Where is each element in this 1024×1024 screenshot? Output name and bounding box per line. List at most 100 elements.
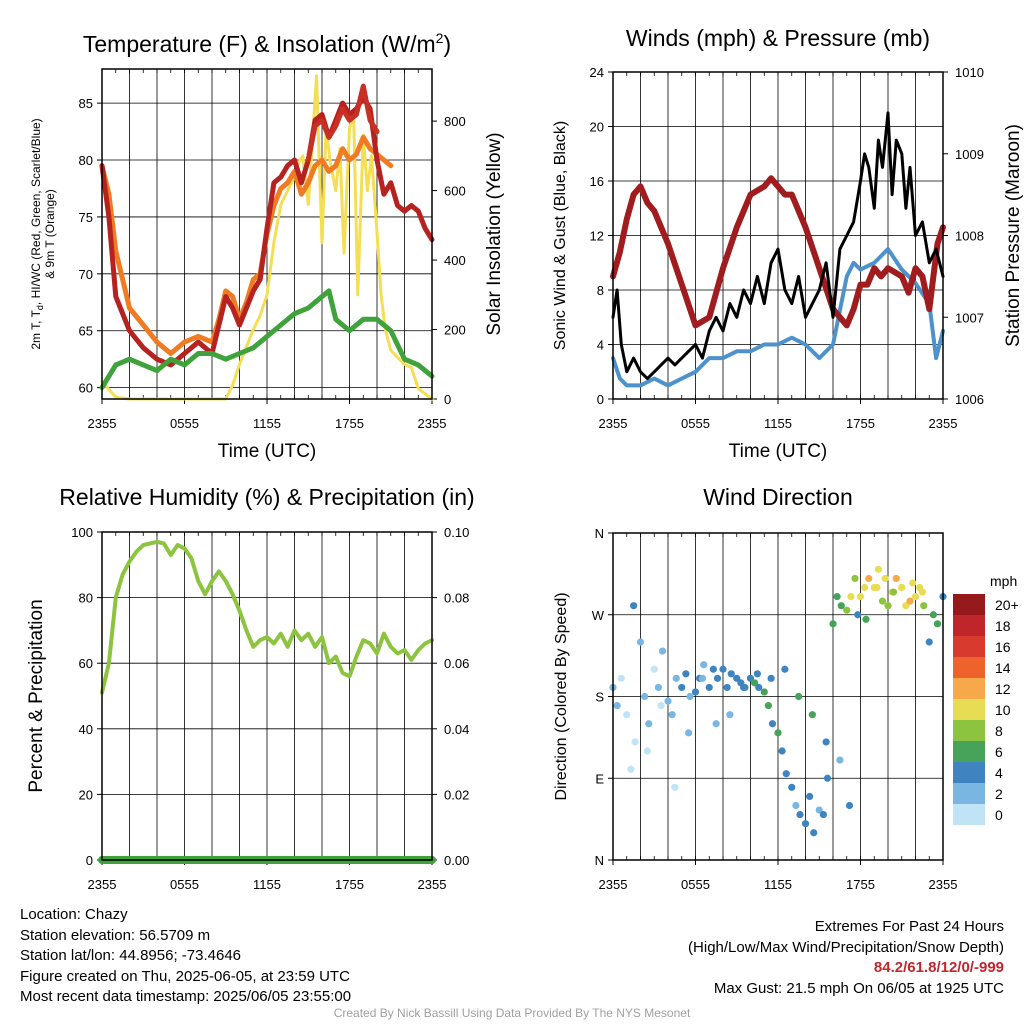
direction-point	[719, 665, 727, 673]
direction-point	[781, 665, 789, 673]
direction-point	[874, 565, 882, 573]
station-info: Location: Chazy Station elevation: 56.57…	[20, 905, 351, 1008]
legend-swatch	[953, 783, 985, 804]
chart-title: Relative Humidity (%) & Precipitation (i…	[59, 484, 474, 510]
direction-point	[691, 688, 700, 696]
direction-point	[918, 588, 926, 596]
direction-point	[892, 574, 900, 583]
legend-label: 0	[995, 807, 1003, 823]
legend-swatch	[953, 741, 985, 762]
y2-tick-label: 1010	[955, 65, 984, 80]
x-tick-label: 2355	[418, 877, 447, 892]
direction-point	[617, 674, 625, 682]
series-temp	[99, 94, 435, 368]
direction-point	[808, 711, 816, 719]
direction-point	[623, 711, 631, 719]
legend-swatch	[953, 657, 985, 678]
direction-point	[929, 611, 937, 619]
direction-point	[709, 665, 717, 673]
max-gust-text: Max Gust: 21.5 mph On 06/05 at 1925 UTC	[713, 979, 1004, 997]
direction-point	[764, 701, 772, 710]
direction-point	[782, 770, 790, 778]
y2-axis-label: Solar Insolation (Yellow)	[484, 132, 505, 335]
direction-point	[712, 720, 720, 728]
direction-point	[933, 620, 942, 628]
x-axis-label: Time (UTC)	[218, 441, 317, 462]
x-tick-label: 1155	[764, 877, 792, 892]
x-tick-label: 1755	[846, 877, 875, 892]
direction-point	[727, 670, 735, 678]
direction-point	[645, 720, 653, 728]
legend-title: mph	[990, 573, 1017, 589]
y-tick-label: E	[595, 771, 604, 786]
y-tick-label: N	[595, 853, 604, 868]
latlon-text: Station lat/lon: 44.8956; -73.4646	[20, 947, 242, 964]
y-tick-label: 80	[79, 591, 93, 606]
y2-tick-label: 0.06	[444, 656, 469, 671]
y-tick-label: 60	[79, 381, 93, 396]
direction-point	[613, 701, 621, 710]
y-axis-label: Percent & Precipitation	[26, 599, 47, 792]
extremes-values: 84.2/61.8/12/0/-999	[873, 959, 1004, 976]
legend-label: 10	[995, 702, 1011, 718]
x-tick-label: 1755	[846, 416, 875, 431]
panel-temperature: 60 65 70 75 80 85 0 200 400 600 800 2355 0555 1155 175…	[29, 30, 505, 462]
legend-label: 2	[995, 786, 1003, 802]
direction-point	[753, 670, 761, 678]
x-tick-label: 1155	[253, 416, 281, 431]
y2-axis-label: Station Pressure (Maroon)	[1003, 124, 1024, 347]
plot-frame	[612, 71, 944, 400]
y-tick-label: 20	[590, 120, 604, 135]
y-tick-label: N	[595, 526, 604, 541]
direction-point	[847, 592, 855, 601]
y-tick-label: 65	[79, 324, 93, 339]
direction-point	[682, 670, 690, 678]
y-axis-label: Direction (Colored By Speed)	[553, 592, 570, 800]
x-tick-label: 2355	[599, 877, 628, 892]
direction-point	[873, 583, 881, 592]
direction-point	[854, 611, 862, 619]
y-tick-label: 24	[590, 65, 604, 80]
direction-point	[672, 674, 680, 682]
chart-title: Winds (mph) & Pressure (mb)	[626, 25, 930, 51]
legend-label: 14	[995, 660, 1011, 676]
y-tick-label: W	[592, 608, 605, 623]
direction-point	[668, 711, 676, 719]
direction-point	[819, 810, 827, 819]
direction-point	[833, 592, 841, 601]
y-tick-label: S	[595, 690, 604, 705]
x-tick-label: 0555	[681, 877, 710, 892]
direction-point	[664, 697, 672, 705]
legend-swatch	[953, 762, 985, 783]
extremes-labels: (High/Low/Max Wind/Precipitation/Snow De…	[688, 938, 1004, 956]
direction-point	[760, 688, 768, 696]
panel-winds: 0 4 8 12 16 20 24 1006 1007 1008 1009 1010 2355 0555 1…	[552, 25, 1024, 462]
direction-point	[678, 683, 686, 692]
direction-point	[861, 583, 869, 592]
direction-point	[920, 602, 928, 610]
direction-point	[801, 820, 810, 828]
direction-point	[845, 801, 854, 810]
direction-point	[740, 683, 748, 692]
x-tick-label: 2355	[599, 416, 628, 431]
y2-tick-label: 0.10	[444, 525, 469, 540]
direction-point	[713, 674, 722, 682]
location-text: Location: Chazy	[20, 906, 128, 923]
y2-tick-label: 1009	[955, 147, 984, 162]
direction-point	[884, 602, 892, 610]
y-tick-label: 16	[590, 174, 604, 189]
y-tick-label: 4	[597, 338, 604, 353]
direction-point	[767, 674, 775, 682]
legend-swatch	[953, 594, 985, 615]
series-dewpoint	[99, 288, 435, 391]
y2-tick-label: 0.08	[444, 591, 469, 606]
extremes-title: Extremes For Past 24 Hours	[814, 918, 1004, 935]
direction-point	[889, 588, 898, 596]
direction-point	[631, 738, 639, 746]
extremes-info: Extremes For Past 24 Hours (High/Low/Max…	[688, 917, 1004, 999]
direction-point	[806, 792, 814, 801]
direction-point	[823, 774, 832, 782]
direction-point	[705, 683, 713, 692]
chart-title: Temperature (F) & Insolation (W/m2)	[83, 30, 451, 57]
direction-point	[641, 692, 649, 701]
